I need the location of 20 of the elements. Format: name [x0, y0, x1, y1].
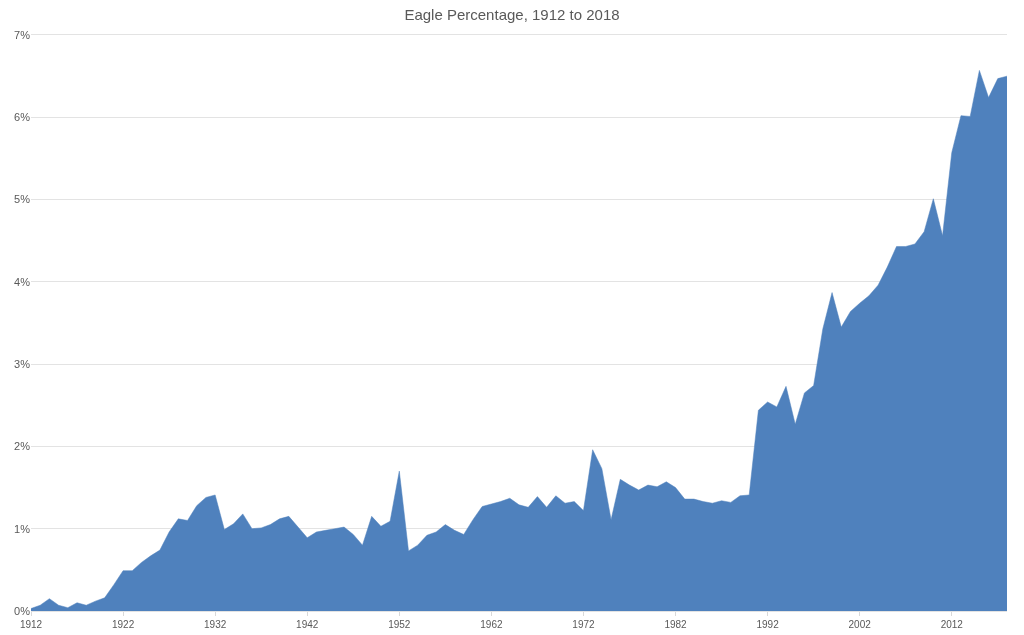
y-tick-label: 7% — [14, 28, 31, 41]
x-tick-label: 1952 — [388, 619, 411, 630]
y-tick-label: 6% — [14, 111, 31, 124]
x-tick-label: 1932 — [204, 619, 227, 630]
y-tick-label: 0% — [14, 604, 31, 617]
x-tick-label: 1942 — [296, 619, 319, 630]
y-tick-label: 3% — [14, 357, 31, 370]
x-tick-label: 2002 — [848, 619, 872, 630]
y-tick-label: 5% — [14, 193, 31, 206]
y-tick-label: 4% — [14, 275, 31, 288]
x-tick-label: 1972 — [572, 619, 596, 630]
x-tick-label: 1962 — [480, 619, 503, 630]
x-tick-label: 1912 — [19, 619, 43, 630]
chart-title: Eagle Percentage, 1912 to 2018 — [404, 6, 620, 24]
x-tick-label: 1992 — [756, 619, 780, 630]
x-tick-label: 2012 — [940, 619, 964, 630]
x-tick-label: 1982 — [664, 619, 688, 630]
y-tick-label: 2% — [14, 440, 31, 453]
x-tick-label: 1922 — [111, 619, 135, 630]
y-tick-label: 1% — [14, 522, 31, 535]
